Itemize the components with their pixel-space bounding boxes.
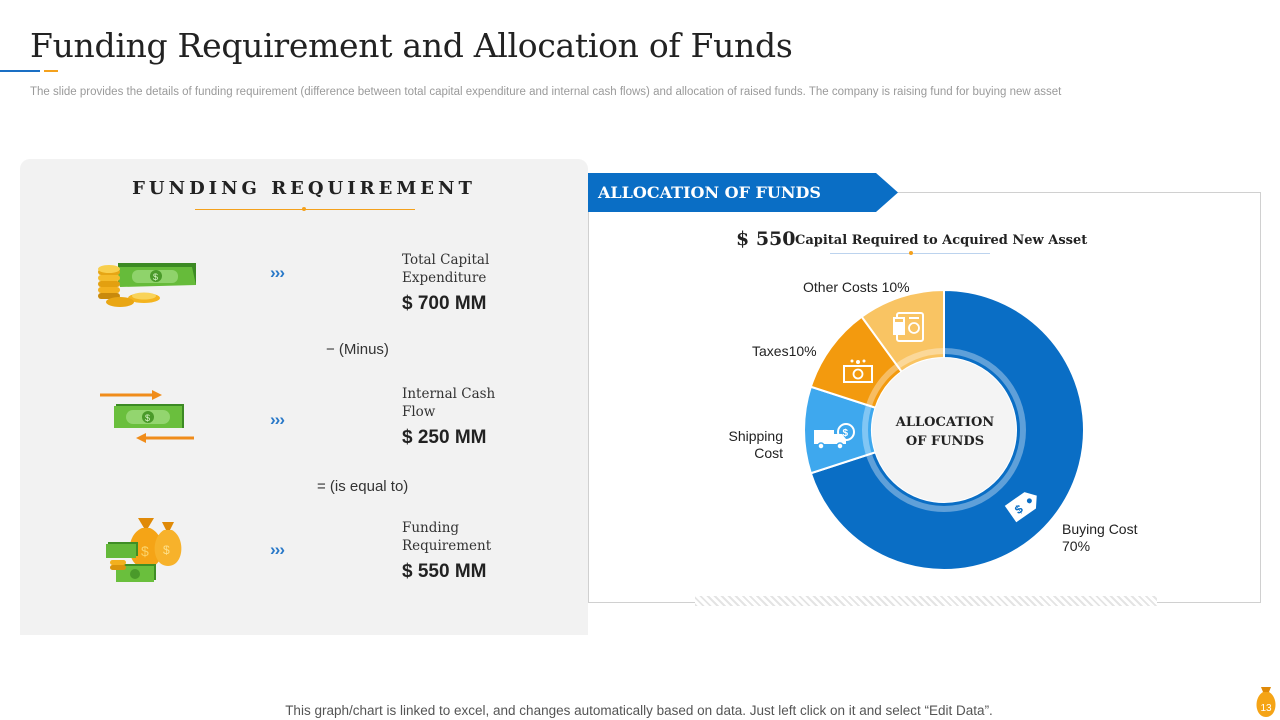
capital-amount: $ 550 [736, 228, 796, 250]
svg-text:$: $ [153, 272, 158, 282]
capital-label: Capital Required to Acquired New Asset [795, 233, 1088, 248]
cash-flow-icon: $ [100, 390, 194, 443]
slice-label-taxes: Taxes10% [752, 343, 817, 359]
item-value: $ 550 MM [402, 561, 487, 582]
allocation-banner [588, 173, 898, 212]
title-underline-blue [0, 70, 40, 72]
price-tag-icon: $ [1004, 492, 1037, 523]
shadow-hatch [695, 596, 1157, 606]
capital-divider-dot [909, 251, 913, 255]
item-value: $ 700 MM [402, 293, 487, 314]
arrow-icon: ››› [270, 263, 285, 282]
item-value: $ 250 MM [402, 427, 487, 448]
svg-text:$: $ [163, 543, 170, 557]
calculator-receipt-icon [893, 312, 924, 342]
coins-and-cash-icon: $ [98, 263, 196, 307]
arrow-icon: ››› [270, 540, 285, 559]
donut-center [872, 358, 1016, 502]
minus-operator: − (Minus) [326, 341, 389, 358]
money-bag-page-icon [1256, 687, 1276, 717]
delivery-truck-icon: $ [814, 423, 855, 450]
item-label: Funding Requirement [402, 520, 492, 554]
slice-label-buying-cost: Buying Cost 70% [1062, 521, 1137, 555]
arrow-icon: ››› [270, 410, 285, 429]
footer-note: This graph/chart is linked to excel, and… [285, 703, 993, 718]
money-bags-icon: $ $ [106, 518, 182, 582]
page-number: 13 [1260, 703, 1272, 714]
svg-text:$: $ [843, 428, 849, 439]
funding-requirement-heading: FUNDING REQUIREMENT [132, 178, 476, 199]
page-title: Funding Requirement and Allocation of Fu… [30, 26, 793, 65]
heading-divider-dot [302, 207, 306, 211]
svg-text:$: $ [145, 413, 150, 423]
donut-inner-ring [862, 348, 1026, 512]
slice-label-text: Buying Cost 70% [1062, 521, 1138, 554]
item-label: Total Capital Expenditure [402, 252, 490, 286]
item-label: Internal Cash Flow [402, 386, 496, 420]
slice-label-other-costs: Other Costs 10% [803, 279, 910, 295]
allocation-banner-title: ALLOCATION OF FUNDS [598, 183, 821, 202]
banknote-icon [843, 359, 873, 383]
title-underline-orange [44, 70, 58, 72]
page-subtitle: The slide provides the details of fundin… [30, 86, 1062, 98]
donut-center-label: ALLOCATION OF FUNDS [895, 415, 995, 449]
slice-label-shipping-cost: Shipping Cost [728, 428, 784, 461]
equals-operator: = (is equal to) [317, 478, 409, 495]
svg-text:$: $ [141, 543, 149, 559]
